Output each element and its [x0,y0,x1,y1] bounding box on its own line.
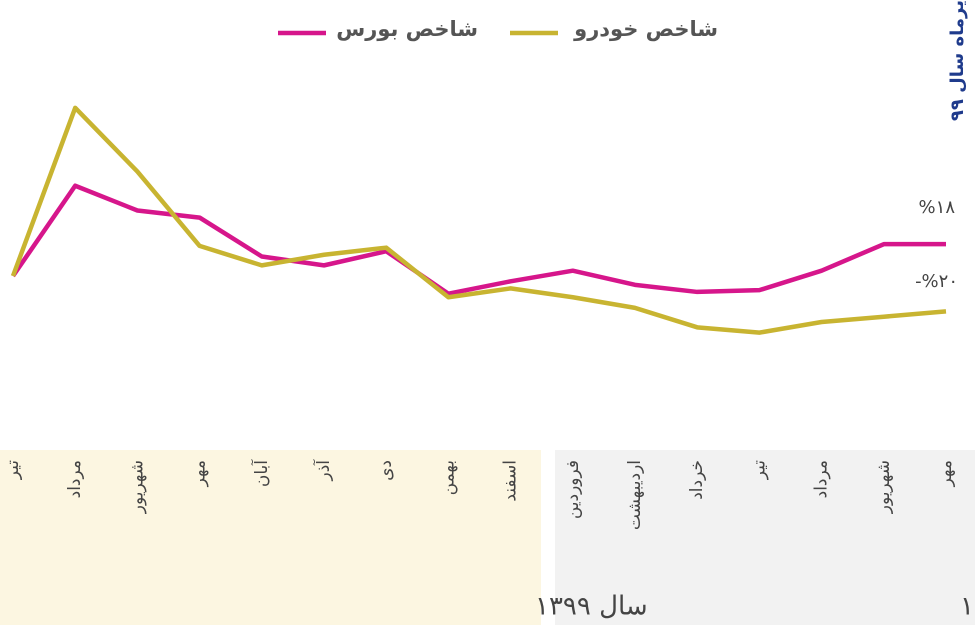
legend-label: شاخص بورس [336,17,478,41]
group-label: سال ۱۴۰۰ [960,592,975,622]
x-tick-label: تیر [3,460,23,481]
x-tick-label: شهریور [127,460,147,514]
x-tick-label: آبان [250,459,272,487]
legend-label: شاخص خودرو [573,17,718,41]
x-tick-label: اردیبهشت [625,460,645,530]
annotation: %۱۸ [919,197,956,218]
series-line [10,105,947,335]
x-tick-label: شهریور [874,460,894,514]
x-tick-label: مرداد [65,460,85,498]
annotation: -%۲۰ [915,271,958,292]
x-tick-label: دی [376,460,396,481]
series-line [11,183,946,296]
x-tick-label: مهر [190,460,210,487]
x-tick-label: مهر [936,460,956,487]
x-tick-label: فروردین [563,460,583,519]
x-tick-label: بهمن [438,460,458,495]
x-tick-label: آذر [312,459,334,482]
x-tick-label: خرداد [687,460,707,500]
band-1399 [0,450,541,625]
group-label: سال ۱۳۹۹ [535,592,648,622]
x-tick-label: اسفند [501,460,521,502]
chart-title: یرماه سال ۹۹ [947,0,968,121]
x-tick-label: مرداد [812,460,832,498]
x-tick-label: تیر [749,460,769,481]
band-1400 [555,450,975,625]
